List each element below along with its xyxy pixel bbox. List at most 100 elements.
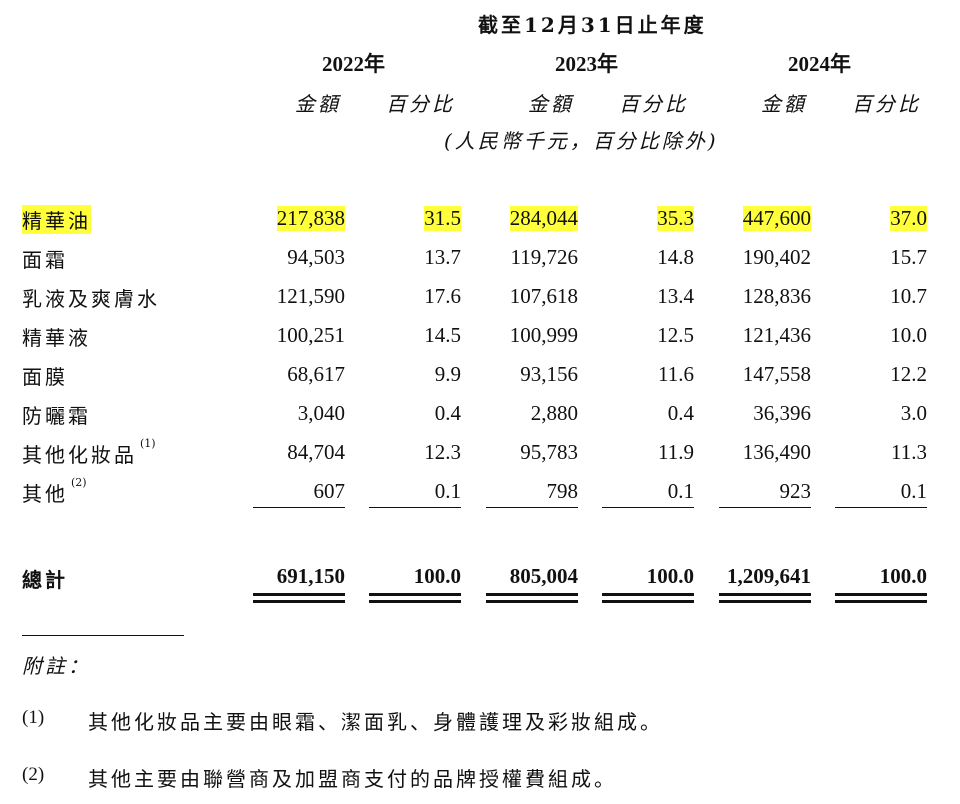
note-1-text: 其他化妝品主要由眼霜、潔面乳、身體護理及彩妝組成。 (88, 710, 663, 734)
total-cell: 691,150 (276, 564, 345, 588)
table-cell: 35.3 (657, 206, 694, 231)
year-2022: 2022年 (322, 52, 385, 76)
total-cell: 100.0 (646, 564, 694, 588)
total-cell: 805,004 (509, 564, 578, 588)
table-cell: 0.1 (900, 479, 927, 503)
table-cell: 9.9 (434, 362, 461, 386)
rule-2024-amount (719, 507, 811, 508)
row-label: 乳液及爽膚水 (22, 287, 160, 311)
table-cell: 121,590 (276, 284, 345, 308)
col-percent-2022: 百分比 (386, 92, 455, 116)
double-rule (369, 600, 461, 603)
double-rule (835, 593, 927, 596)
col-amount-2023: 金額 (528, 92, 574, 116)
total-cell: 100.0 (879, 564, 927, 588)
table-cell: 93,156 (520, 362, 578, 386)
table-cell: 12.3 (424, 440, 461, 464)
double-rule (602, 600, 694, 603)
table-cell: 100,999 (509, 323, 578, 347)
double-rule (486, 600, 578, 603)
table-cell: 136,490 (742, 440, 811, 464)
table-cell: 13.7 (424, 245, 461, 269)
table-cell: 10.0 (890, 323, 927, 347)
double-rule (253, 600, 345, 603)
table-cell: 147,558 (742, 362, 811, 386)
table-cell: 95,783 (520, 440, 578, 464)
table-cell: 217,838 (276, 206, 345, 231)
note-2-text: 其他主要由聯營商及加盟商支付的品牌授權費組成。 (88, 767, 617, 791)
table-cell: 37.0 (890, 206, 927, 231)
table-cell: 10.7 (890, 284, 927, 308)
row-label: 防曬霜 (22, 404, 91, 428)
table-cell: 14.8 (657, 245, 694, 269)
total-cell: 1,209,641 (727, 564, 811, 588)
period-header: 截至12月31日止年度 (478, 13, 707, 37)
double-rule (253, 593, 345, 596)
table-cell: 119,726 (510, 245, 578, 269)
table-cell: 12.2 (890, 362, 927, 386)
col-amount-2022: 金額 (295, 92, 341, 116)
table-cell: 284,044 (509, 206, 578, 231)
table-cell: 2,880 (530, 401, 578, 425)
rule-2022-percent (369, 507, 461, 508)
table-cell: 0.4 (667, 401, 694, 425)
notes-heading: 附註： (22, 654, 91, 678)
table-cell: 94,503 (287, 245, 345, 269)
col-percent-2024: 百分比 (852, 92, 921, 116)
table-cell: 0.1 (667, 479, 694, 503)
table-cell: 190,402 (742, 245, 811, 269)
footnote-marker: (2) (71, 476, 87, 489)
table-cell: 15.7 (890, 245, 927, 269)
rule-2023-amount (486, 507, 578, 508)
table-cell: 447,600 (742, 206, 811, 231)
row-label: 精華油 (22, 205, 91, 234)
table-cell: 3.0 (900, 401, 927, 425)
double-rule (719, 593, 811, 596)
year-2023: 2023年 (555, 52, 618, 76)
year-2024: 2024年 (788, 52, 851, 76)
table-cell: 607 (313, 479, 346, 503)
notes-separator (22, 635, 184, 636)
row-label: 面霜 (22, 248, 68, 272)
table-cell: 14.5 (424, 323, 461, 347)
col-percent-2023: 百分比 (619, 92, 688, 116)
note-2-marker: (2) (22, 764, 45, 785)
table-cell: 84,704 (287, 440, 345, 464)
double-rule (602, 593, 694, 596)
table-cell: 11.3 (891, 440, 927, 464)
table-cell: 13.4 (657, 284, 694, 308)
double-rule (719, 600, 811, 603)
rule-2024-percent (835, 507, 927, 508)
row-label: 其他化妝品 (22, 443, 137, 467)
row-label: 面膜 (22, 365, 68, 389)
table-cell: 121,436 (742, 323, 811, 347)
footnote-marker: (1) (140, 437, 156, 450)
table-cell: 68,617 (287, 362, 345, 386)
table-cell: 923 (779, 479, 812, 503)
note-1-marker: (1) (22, 707, 45, 728)
table-cell: 107,618 (509, 284, 578, 308)
unit-note: (人民幣千元，百分比除外) (444, 129, 719, 153)
table-cell: 11.9 (658, 440, 694, 464)
table-cell: 17.6 (424, 284, 461, 308)
double-rule (369, 593, 461, 596)
table-cell: 128,836 (742, 284, 811, 308)
table-cell: 0.4 (434, 401, 461, 425)
table-cell: 100,251 (276, 323, 345, 347)
double-rule (835, 600, 927, 603)
row-label: 精華液 (22, 326, 91, 350)
table-cell: 11.6 (658, 362, 694, 386)
table-cell: 3,040 (297, 401, 345, 425)
total-cell: 100.0 (413, 564, 461, 588)
row-label: 其他 (22, 482, 68, 506)
table-cell: 31.5 (424, 206, 461, 231)
table-cell: 12.5 (657, 323, 694, 347)
col-amount-2024: 金額 (761, 92, 807, 116)
total-label: 總計 (22, 568, 68, 592)
rule-2022-amount (253, 507, 345, 508)
rule-2023-percent (602, 507, 694, 508)
double-rule (486, 593, 578, 596)
table-cell: 798 (546, 479, 579, 503)
table-cell: 0.1 (434, 479, 461, 503)
table-cell: 36,396 (753, 401, 811, 425)
